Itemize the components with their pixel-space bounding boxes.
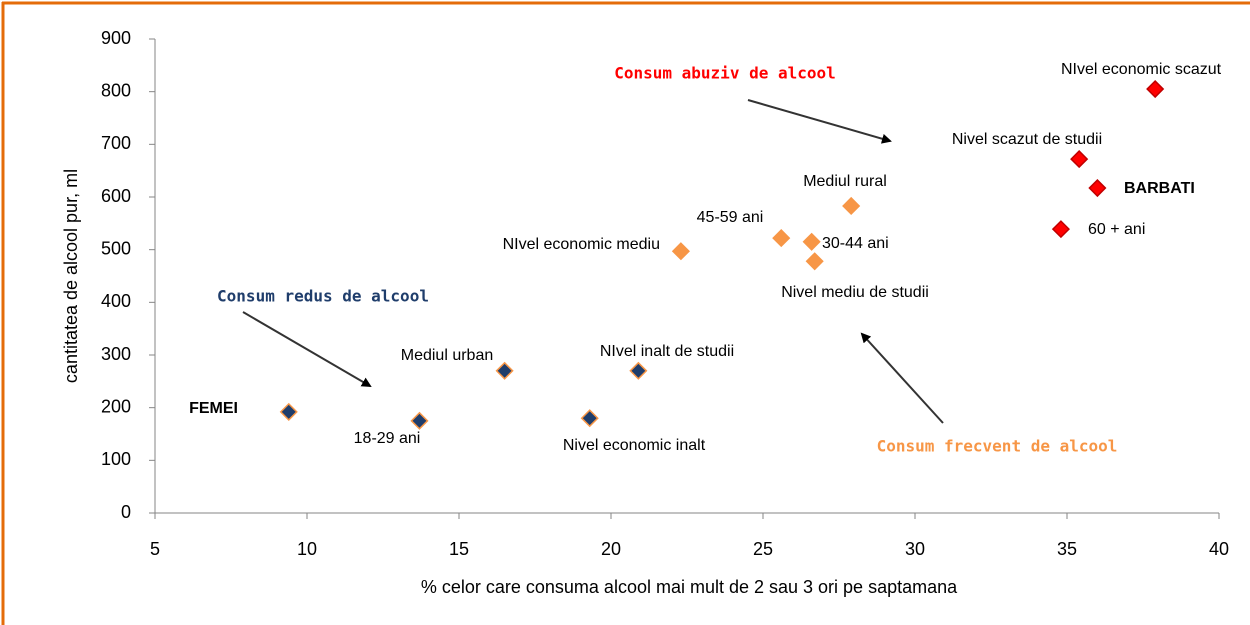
- data-label: NIvel inalt de studii: [600, 343, 734, 360]
- x-tick-label: 35: [1057, 539, 1077, 559]
- data-label: FEMEI: [189, 400, 238, 417]
- point: [671, 242, 690, 261]
- point: [410, 411, 429, 430]
- point: [1070, 150, 1089, 169]
- x-axis-title: % celor care consuma alcool mai mult de …: [421, 577, 958, 597]
- y-tick-label: 500: [101, 238, 131, 258]
- annotation: Consum abuziv de alcool: [614, 64, 836, 83]
- point: [580, 409, 599, 428]
- y-tick-label: 800: [101, 80, 131, 100]
- y-tick-label: 900: [101, 28, 131, 48]
- data-label: NIvel economic mediu: [503, 236, 660, 253]
- arrow: [860, 332, 944, 424]
- arrow: [747, 99, 892, 144]
- point: [1088, 178, 1107, 198]
- x-tick-label: 40: [1209, 539, 1229, 559]
- y-tick-label: 700: [101, 133, 131, 153]
- data-label: Mediul urban: [401, 347, 494, 364]
- data-label: BARBATI: [1124, 180, 1195, 197]
- x-tick-label: 30: [905, 539, 925, 559]
- data-label: 45-59 ani: [697, 209, 764, 226]
- data-label: Mediul rural: [803, 173, 887, 190]
- x-tick-label: 20: [601, 539, 621, 559]
- y-tick-label: 600: [101, 186, 131, 206]
- point: [279, 402, 298, 421]
- data-label: 30-44 ani: [822, 235, 889, 252]
- x-tick-label: 10: [297, 539, 317, 559]
- point: [495, 361, 514, 380]
- data-label: Nivel economic inalt: [563, 437, 706, 454]
- data-label: 60 + ani: [1088, 221, 1145, 238]
- point: [1051, 220, 1070, 239]
- data-label: 18-29 ani: [354, 430, 421, 447]
- y-tick-label: 400: [101, 291, 131, 311]
- data-label: NIvel economic scazut: [1061, 61, 1222, 78]
- x-tick-label: 15: [449, 539, 469, 559]
- data-label: Nivel mediu de studii: [781, 284, 929, 301]
- y-tick-label: 0: [121, 502, 131, 522]
- y-tick-label: 100: [101, 449, 131, 469]
- annotation: Consum redus de alcool: [217, 287, 429, 306]
- data-label: Nivel scazut de studii: [952, 131, 1102, 148]
- point: [805, 252, 824, 271]
- point: [802, 232, 821, 251]
- y-axis-title: cantitatea de alcool pur, ml: [61, 169, 81, 383]
- x-tick-label: 5: [150, 539, 160, 559]
- point: [1146, 79, 1165, 99]
- point: [842, 196, 861, 216]
- x-tick-label: 25: [753, 539, 773, 559]
- y-tick-label: 300: [101, 344, 131, 364]
- point: [629, 361, 648, 380]
- annotation: Consum frecvent de alcool: [877, 437, 1118, 456]
- y-tick-label: 200: [101, 396, 131, 416]
- point: [772, 229, 791, 248]
- arrow: [242, 311, 372, 388]
